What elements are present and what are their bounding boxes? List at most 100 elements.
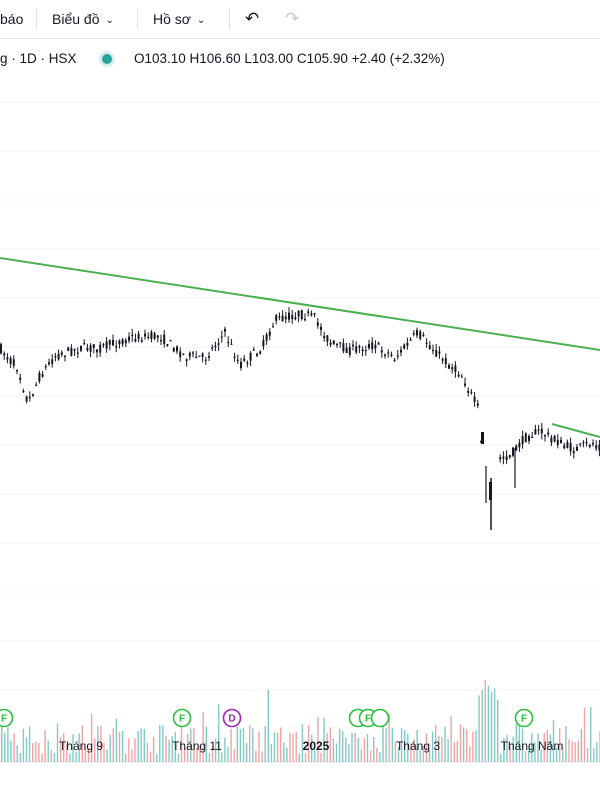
candle-body <box>166 344 169 346</box>
candle-body <box>121 339 124 345</box>
volume-bar <box>475 730 477 762</box>
candle-body <box>224 328 226 332</box>
time-axis-label: Tháng 9 <box>59 739 103 753</box>
candle-body <box>211 347 214 349</box>
candle-body <box>220 336 223 338</box>
volume-bar <box>35 741 37 762</box>
candle-body <box>153 333 156 339</box>
volume-bar <box>317 716 319 762</box>
candle-body <box>377 342 380 345</box>
candle-body <box>147 336 150 339</box>
trendline-long[interactable] <box>0 257 600 351</box>
candle-body <box>320 326 322 331</box>
candle-body <box>32 394 34 396</box>
volume-bar <box>422 746 424 762</box>
volume-bar <box>183 747 186 762</box>
price-chart[interactable]: F F D F F Tháng 9 Tháng 11 2025 Tháng 3 Tháng Nă… <box>0 38 600 800</box>
volume-bar <box>528 747 530 762</box>
candle-body <box>502 456 505 459</box>
candle-body <box>182 353 185 355</box>
volume-bar <box>190 728 192 762</box>
volume-bar <box>202 712 204 762</box>
volume-bar <box>115 718 118 762</box>
volume-bar <box>481 689 483 762</box>
volume-bar <box>205 726 207 762</box>
volume-bar <box>224 737 226 762</box>
volume-bar <box>187 733 189 762</box>
symbol-label[interactable]: g · 1D · HSX <box>0 51 77 66</box>
volume-bar <box>211 746 214 762</box>
volume-bar <box>162 725 164 762</box>
candle-body <box>428 345 431 350</box>
trendline-short[interactable] <box>551 423 600 438</box>
candle-body <box>595 445 598 449</box>
profile-menu-button[interactable]: Hồ sơ ⌄ <box>153 0 205 38</box>
candle-body <box>323 336 326 338</box>
volume-bar <box>264 725 266 762</box>
volume-bar <box>466 729 468 762</box>
volume-bar <box>394 741 397 762</box>
candle-body <box>544 435 546 437</box>
candle-body <box>96 349 98 353</box>
ohlc-values: O103.10 H106.60 L103.00 C105.90 +2.40 (+… <box>134 51 445 66</box>
volume-bar <box>593 748 595 762</box>
chart-menu-button[interactable]: Biểu đồ ⌄ <box>52 0 114 38</box>
volume-bar <box>357 737 359 762</box>
volume-bar <box>273 732 276 762</box>
volume-bar <box>388 713 390 762</box>
chevron-down-icon: ⌄ <box>105 15 114 26</box>
volume-bar <box>363 738 366 762</box>
volume-bar <box>131 749 133 762</box>
volume-bar <box>456 740 459 762</box>
candle-body <box>156 335 159 338</box>
candle-body <box>476 403 479 406</box>
candle-body <box>284 316 287 320</box>
volume-bar <box>540 749 542 762</box>
undo-icon[interactable]: ↶ <box>245 9 260 28</box>
candle-body <box>537 429 540 431</box>
candle-body <box>160 340 162 342</box>
candle-body <box>374 344 377 349</box>
volume-bar <box>19 752 21 762</box>
volume-bar <box>416 730 418 762</box>
volume-bar <box>438 736 440 762</box>
candle-body <box>422 334 425 337</box>
volume-bar <box>7 727 9 762</box>
candle-body <box>435 349 438 357</box>
candle-body <box>460 376 463 378</box>
volume-bar <box>345 737 347 762</box>
candle-body <box>464 383 466 386</box>
candle-body <box>38 372 41 382</box>
candle-body <box>256 353 258 356</box>
candle-body <box>348 346 351 355</box>
redo-icon[interactable]: ↷ <box>285 9 300 28</box>
volume-bar <box>121 730 124 762</box>
candle-body <box>310 313 313 316</box>
candle-body <box>393 359 396 361</box>
candle-body <box>521 436 524 445</box>
volume-bar <box>382 712 384 762</box>
volume-bar <box>314 749 316 762</box>
market-status-dot <box>102 54 112 64</box>
price-candles <box>0 307 600 530</box>
volume-bar <box>301 724 304 762</box>
volume-bar <box>596 742 598 762</box>
volume-bar <box>13 733 15 762</box>
candle-body <box>134 338 137 342</box>
time-axis-label: Tháng Năm <box>501 739 564 753</box>
volume-bar <box>100 725 102 762</box>
candle-body <box>403 344 406 349</box>
volume-bar <box>565 726 567 762</box>
volume-bar <box>534 742 536 762</box>
candle-body <box>281 315 284 322</box>
candle-body <box>51 359 54 364</box>
candle-body <box>432 349 434 352</box>
candle-body <box>22 390 25 393</box>
candle-body <box>515 445 518 451</box>
toolbar-item-partial[interactable]: báo <box>0 11 24 27</box>
candle-body <box>57 353 60 360</box>
volume-bar <box>125 753 127 762</box>
candle-body <box>531 436 534 438</box>
volume-bar <box>90 713 93 762</box>
volume-bar <box>255 750 257 762</box>
